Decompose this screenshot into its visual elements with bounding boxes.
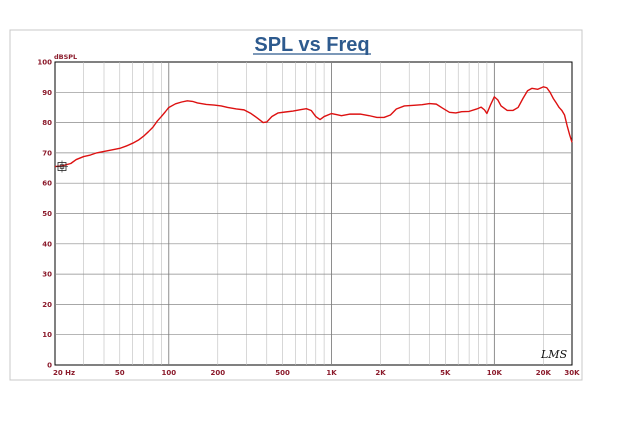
major-gridlines: [55, 62, 572, 365]
y-tick-label: 20: [42, 301, 52, 309]
y-tick-label: 80: [42, 119, 52, 127]
x-tick-label: 20 Hz: [53, 369, 75, 377]
x-tick-label: 500: [275, 369, 290, 377]
y-tick-label: 60: [42, 180, 52, 188]
y-tick-labels: 0 10 20 30 40 50 60 70 80 90 100: [37, 59, 52, 370]
x-tick-label: 20K: [536, 369, 552, 377]
x-tick-label: 5K: [440, 369, 451, 377]
series-group: [54, 86, 573, 168]
y-tick-label: 90: [42, 89, 52, 97]
x-tick-label: 200: [210, 369, 225, 377]
x-tick-label: 30K: [564, 369, 580, 377]
y-tick-label: 100: [37, 59, 52, 67]
x-tick-label: 100: [161, 369, 176, 377]
y-tick-label: 30: [42, 271, 52, 279]
x-tick-label: 1K: [326, 369, 337, 377]
watermark-logo: LMS: [540, 348, 568, 361]
spl-series-line: [54, 86, 573, 168]
y-axis-unit: dBSPL: [54, 53, 77, 61]
y-tick-label: 40: [42, 240, 52, 248]
y-tick-label: 50: [42, 210, 52, 218]
marker-group: [56, 160, 68, 173]
y-tick-label: 10: [42, 331, 52, 339]
x-tick-label: 50: [115, 369, 125, 377]
x-tick-labels: 20 Hz 50 100 200 500 1K 2K 5K 10K 20K 30K: [53, 369, 580, 377]
x-tick-label: 2K: [375, 369, 386, 377]
chart-title: SPL vs Freq: [254, 34, 369, 56]
y-tick-label: 70: [42, 149, 52, 157]
y-tick-label: 0: [47, 362, 52, 370]
x-tick-label: 10K: [487, 369, 503, 377]
